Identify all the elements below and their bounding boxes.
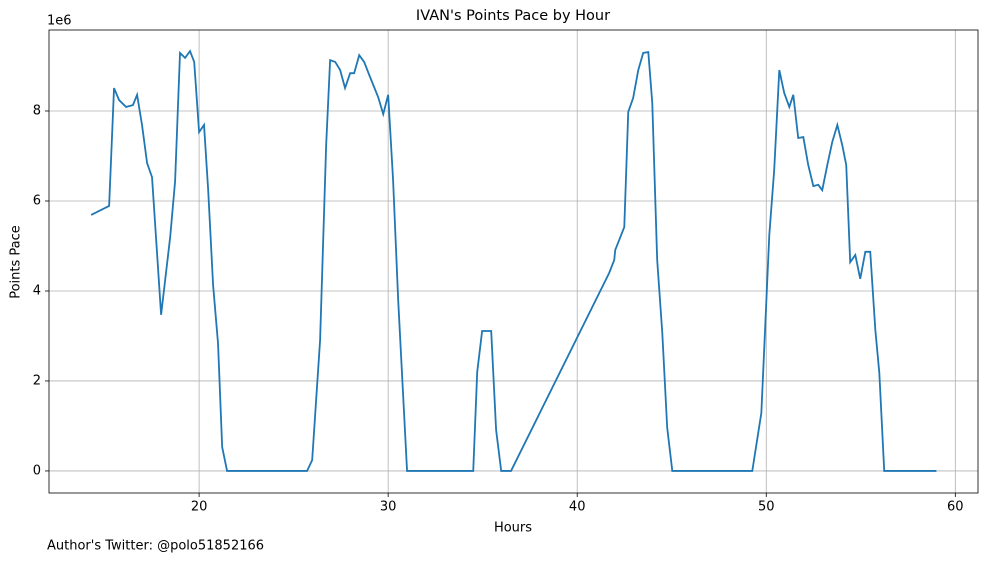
footer: Author's Twitter: @polo51852166 <box>47 539 264 554</box>
x-tick-label: 40 <box>569 500 586 515</box>
y-tick-label: 0 <box>33 463 41 478</box>
y-tick-label: 2 <box>33 373 41 388</box>
y-offset-label: 1e6 <box>47 14 72 29</box>
x-axis-label: Hours <box>494 521 532 536</box>
x-tick-label: 30 <box>380 500 397 515</box>
y-tick-label: 8 <box>33 103 41 118</box>
y-tick-label: 4 <box>33 283 41 298</box>
y-axis-label: Points Pace <box>9 225 24 299</box>
chart-title: IVAN's Points Pace by Hour <box>416 8 610 24</box>
x-tick-label: 20 <box>191 500 208 515</box>
y-tick-label: 6 <box>33 193 41 208</box>
plot-frame <box>48 29 979 494</box>
x-tick-label: 60 <box>947 500 964 515</box>
x-tick-label: 50 <box>758 500 775 515</box>
data-line <box>90 49 937 472</box>
